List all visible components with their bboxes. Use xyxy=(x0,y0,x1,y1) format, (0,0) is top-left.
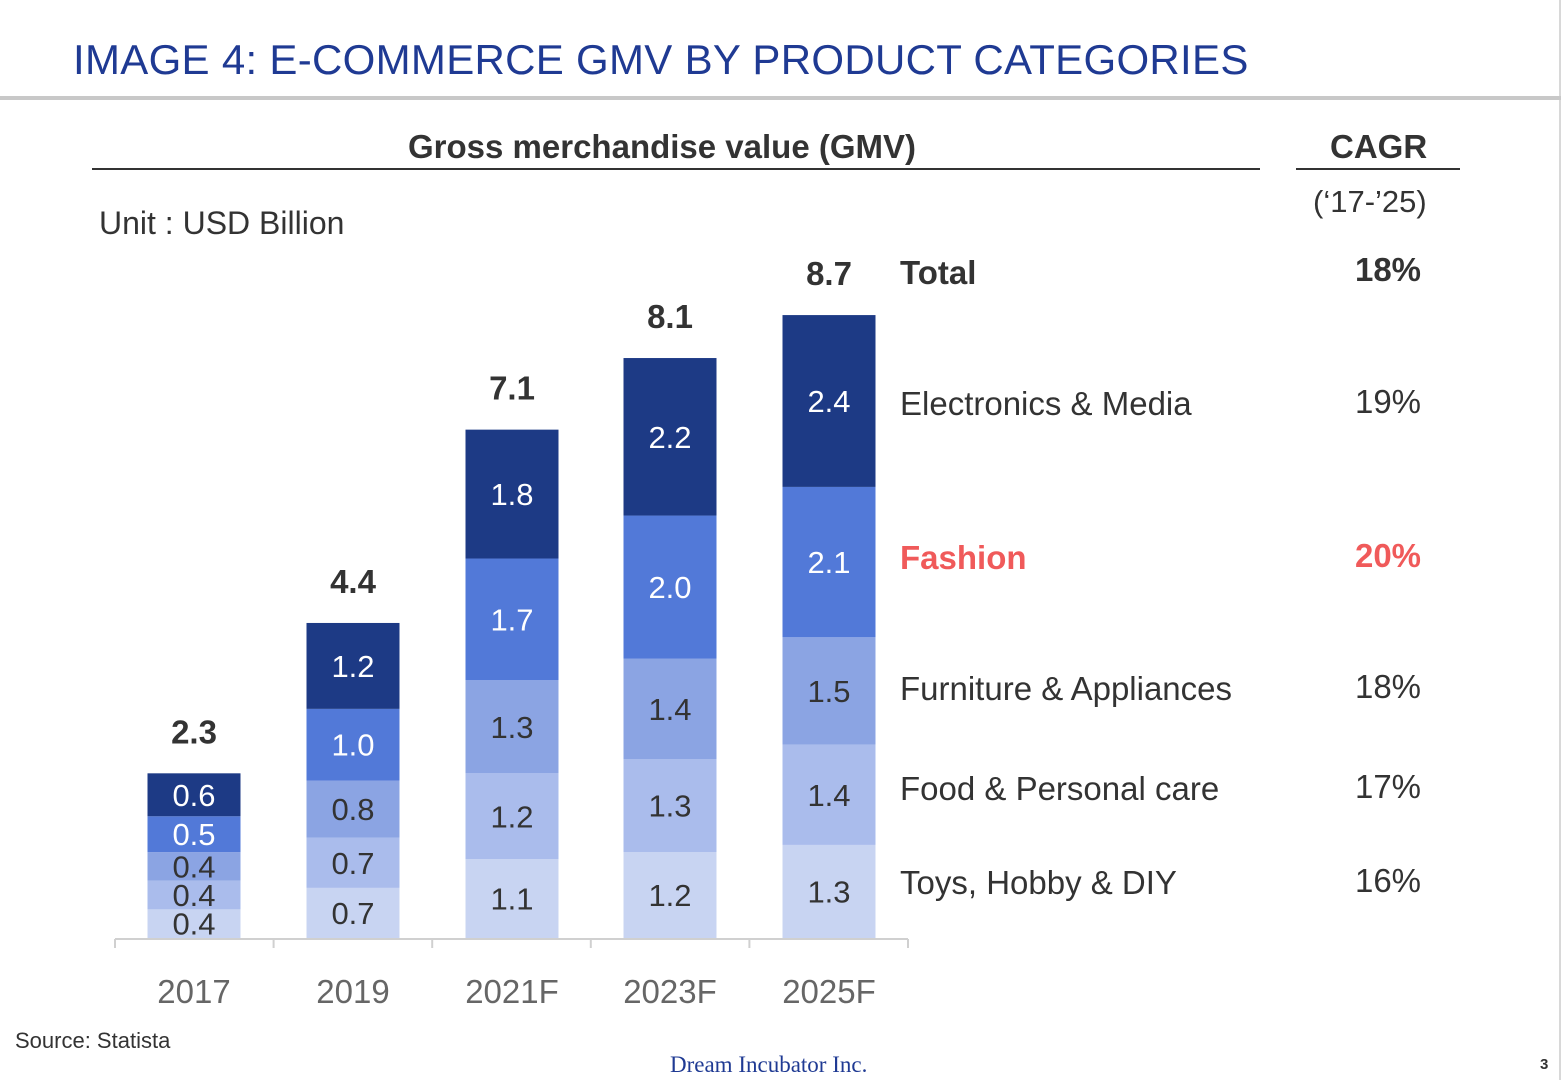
data-label-toys-hobby-diy-2025f: 1.3 xyxy=(807,874,850,909)
x-tick-label-2019: 2019 xyxy=(316,973,389,1010)
data-label-fashion-2025f: 2.1 xyxy=(807,545,850,580)
bar-segment-toys-hobby-diy-2019 xyxy=(306,887,400,938)
cagr-total-value: 18% xyxy=(1355,251,1421,288)
cagr-header-rule xyxy=(1296,168,1460,170)
data-label-electronics-media-2025f: 2.4 xyxy=(807,384,850,419)
legend-label-toys-hobby-diy: Toys, Hobby & DIY xyxy=(900,864,1177,901)
data-label-furniture-appliances-2017: 0.4 xyxy=(172,849,215,884)
data-label-fashion-2021f: 1.7 xyxy=(490,602,533,637)
data-label-furniture-appliances-2025f: 1.5 xyxy=(807,674,850,709)
x-tick-label-2017: 2017 xyxy=(157,973,230,1010)
legend-label-fashion: Fashion xyxy=(900,539,1027,576)
data-label-furniture-appliances-2021f: 1.3 xyxy=(490,710,533,745)
data-label-fashion-2023f: 2.0 xyxy=(648,570,691,605)
cagr-value-furniture-appliances: 18% xyxy=(1355,668,1421,705)
data-label-food-personal-care-2019: 0.7 xyxy=(331,846,374,881)
source-note: Source: Statista xyxy=(15,1028,171,1053)
slide-title: IMAGE 4: E-COMMERCE GMV BY PRODUCT CATEG… xyxy=(73,36,1249,83)
data-label-electronics-media-2019: 1.2 xyxy=(331,649,374,684)
data-label-fashion-2017: 0.5 xyxy=(172,817,215,852)
bar-segment-food-personal-care-2023f xyxy=(623,759,717,853)
total-label-2023f: 8.1 xyxy=(647,298,693,335)
bar-segment-fashion-2019 xyxy=(306,708,400,781)
bar-segment-electronics-media-2023f xyxy=(623,358,717,516)
bar-segment-furniture-appliances-2025f xyxy=(782,637,876,745)
gmv-header-rule xyxy=(92,168,1260,170)
total-label-2017: 2.3 xyxy=(171,713,217,750)
bar-segment-toys-hobby-diy-2021f xyxy=(465,859,559,938)
bar-segment-furniture-appliances-2021f xyxy=(465,680,559,774)
bar-segment-electronics-media-2025f xyxy=(782,315,876,487)
data-label-toys-hobby-diy-2019: 0.7 xyxy=(331,896,374,931)
bar-segment-fashion-2025f xyxy=(782,486,876,638)
legend-label-furniture-appliances: Furniture & Appliances xyxy=(900,670,1232,707)
legend-label-electronics-media: Electronics & Media xyxy=(900,385,1192,422)
page-number: 3 xyxy=(1540,1056,1549,1073)
bar-segment-electronics-media-2017 xyxy=(147,773,241,817)
data-label-food-personal-care-2017: 0.4 xyxy=(172,878,215,913)
bar-segment-fashion-2017 xyxy=(147,816,241,853)
bar-segment-food-personal-care-2019 xyxy=(306,837,400,888)
bar-segment-furniture-appliances-2019 xyxy=(306,780,400,838)
data-label-toys-hobby-diy-2017: 0.4 xyxy=(172,907,215,942)
data-label-food-personal-care-2025f: 1.4 xyxy=(807,778,850,813)
cagr-value-food-personal-care: 17% xyxy=(1355,768,1421,805)
legend-total-label: Total xyxy=(900,254,976,291)
data-label-toys-hobby-diy-2021f: 1.1 xyxy=(490,882,533,917)
bar-segment-fashion-2023f xyxy=(623,515,717,659)
bar-segment-toys-hobby-diy-2017 xyxy=(147,909,241,938)
data-label-electronics-media-2023f: 2.2 xyxy=(648,420,691,455)
x-tick-label-2025f: 2025F xyxy=(782,973,876,1010)
cagr-period: (‘17-’25) xyxy=(1313,184,1427,219)
x-tick-label-2021f: 2021F xyxy=(465,973,559,1010)
total-label-2025f: 8.7 xyxy=(806,255,852,292)
cagr-value-fashion: 20% xyxy=(1355,537,1421,574)
bar-segment-furniture-appliances-2023f xyxy=(623,658,717,759)
data-label-food-personal-care-2023f: 1.3 xyxy=(648,789,691,824)
data-label-electronics-media-2021f: 1.8 xyxy=(490,477,533,512)
bar-segment-electronics-media-2021f xyxy=(465,429,559,559)
bar-segment-electronics-media-2019 xyxy=(306,622,400,709)
total-label-2019: 4.4 xyxy=(330,563,377,600)
cagr-value-electronics-media: 19% xyxy=(1355,383,1421,420)
bar-segment-fashion-2021f xyxy=(465,558,559,681)
unit-label: Unit : USD Billion xyxy=(99,205,345,241)
data-label-furniture-appliances-2019: 0.8 xyxy=(331,792,374,827)
bar-segment-food-personal-care-2025f xyxy=(782,744,876,845)
cagr-value-toys-hobby-diy: 16% xyxy=(1355,862,1421,899)
title-divider xyxy=(0,96,1561,100)
data-label-food-personal-care-2021f: 1.2 xyxy=(490,799,533,834)
data-label-furniture-appliances-2023f: 1.4 xyxy=(648,692,691,727)
cagr-header: CAGR xyxy=(1330,128,1428,165)
bar-segment-furniture-appliances-2017 xyxy=(147,852,241,881)
slide-right-border xyxy=(1559,0,1561,1080)
footer-company: Dream Incubator Inc. xyxy=(670,1052,868,1077)
data-label-fashion-2019: 1.0 xyxy=(331,728,374,763)
bar-segment-food-personal-care-2021f xyxy=(465,773,559,860)
bar-segment-food-personal-care-2017 xyxy=(147,880,241,910)
x-tick-label-2023f: 2023F xyxy=(623,973,717,1010)
bar-segment-toys-hobby-diy-2025f xyxy=(782,844,876,938)
data-label-toys-hobby-diy-2023f: 1.2 xyxy=(648,878,691,913)
gmv-section-header: Gross merchandise value (GMV) xyxy=(408,128,917,165)
legend-label-food-personal-care: Food & Personal care xyxy=(900,770,1219,807)
total-label-2021f: 7.1 xyxy=(489,370,535,407)
bar-segment-toys-hobby-diy-2023f xyxy=(623,852,717,938)
data-label-electronics-media-2017: 0.6 xyxy=(172,778,215,813)
